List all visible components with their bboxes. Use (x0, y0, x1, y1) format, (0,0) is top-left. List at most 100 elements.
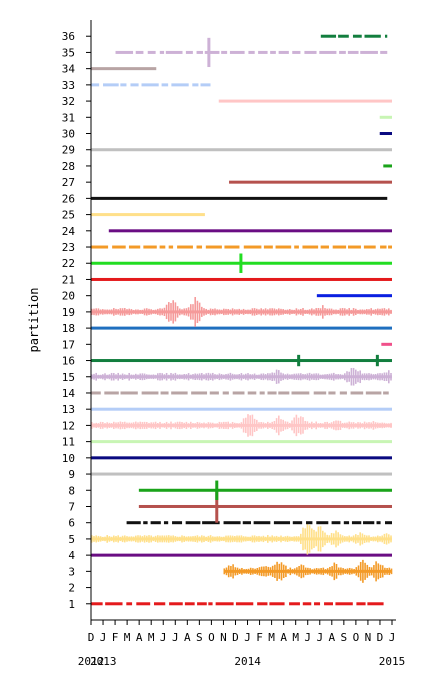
y-tick-layer: 1234567891011121314151617181920212223242… (62, 30, 91, 611)
y-tick-label-25: 25 (62, 209, 75, 222)
y-tick-label-11: 11 (62, 436, 75, 449)
series-partition-9 (91, 472, 392, 476)
series-partition-4 (91, 553, 392, 557)
series-partition-17 (381, 342, 392, 346)
x-tick-label-25: J (389, 631, 396, 644)
series-partition-11 (91, 440, 392, 444)
series-partition-12 (91, 414, 392, 437)
series-partition-13 (91, 407, 392, 411)
x-year-label-2: 2015 (379, 655, 406, 668)
series-partition-3 (223, 559, 393, 583)
x-tick-label-13: J (244, 631, 251, 644)
y-tick-label-30: 30 (62, 128, 75, 141)
series-partition-15 (91, 367, 392, 386)
x-tick-label-5: M (148, 631, 155, 644)
x-tick-label-7: J (172, 631, 179, 644)
y-tick-label-2: 2 (68, 582, 75, 595)
x-tick-label-10: O (208, 631, 215, 644)
y-tick-label-28: 28 (62, 160, 75, 173)
x-year-label-0: 2013 (90, 655, 117, 668)
y-tick-label-27: 27 (62, 176, 75, 189)
y-tick-label-26: 26 (62, 192, 75, 205)
x-year-label-3: 2012 (78, 655, 105, 668)
series-partition-14 (91, 391, 389, 395)
x-tick-label-21: S (341, 631, 348, 644)
x-tick-label-6: J (160, 631, 167, 644)
series-layer (91, 34, 393, 606)
y-tick-label-16: 16 (62, 355, 75, 368)
y-tick-label-22: 22 (62, 257, 75, 270)
series-partition-35 (115, 37, 388, 68)
y-axis-title: partition (27, 287, 41, 352)
series-partition-36 (320, 34, 388, 38)
series-partition-10 (91, 456, 392, 460)
series-partition-23 (91, 245, 392, 249)
y-tick-label-13: 13 (62, 403, 75, 416)
y-tick-label-32: 32 (62, 95, 75, 108)
x-tick-label-20: A (328, 631, 335, 644)
x-tick-label-0: D (88, 631, 95, 644)
series-partition-16 (91, 354, 392, 367)
x-tick-label-19: J (316, 631, 323, 644)
y-tick-label-21: 21 (62, 273, 75, 286)
y-tick-label-1: 1 (68, 598, 75, 611)
x-tick-label-8: A (184, 631, 191, 644)
x-tick-label-23: N (365, 631, 372, 644)
x-tick-label-3: M (124, 631, 131, 644)
y-tick-label-23: 23 (62, 241, 75, 254)
series-partition-31 (379, 115, 392, 119)
series-partition-1 (91, 602, 384, 606)
series-partition-29 (91, 148, 392, 152)
y-tick-label-10: 10 (62, 452, 75, 465)
series-partition-28 (383, 164, 392, 168)
series-partition-33 (91, 83, 211, 87)
x-tick-label-12: D (232, 631, 239, 644)
y-tick-label-9: 9 (68, 468, 75, 481)
y-tick-label-34: 34 (62, 63, 76, 76)
y-tick-label-14: 14 (62, 387, 76, 400)
x-tick-label-17: M (292, 631, 299, 644)
series-partition-26 (91, 196, 388, 200)
y-tick-label-7: 7 (68, 500, 75, 513)
x-tick-label-1: J (100, 631, 107, 644)
y-tick-label-15: 15 (62, 371, 75, 384)
y-tick-label-17: 17 (62, 338, 75, 351)
series-partition-21 (91, 277, 392, 281)
x-tick-label-16: A (280, 631, 287, 644)
series-partition-5 (91, 523, 392, 555)
series-partition-6 (126, 521, 392, 525)
y-tick-label-6: 6 (68, 517, 75, 530)
series-partition-30 (379, 132, 392, 136)
y-tick-label-8: 8 (68, 484, 75, 497)
y-tick-label-3: 3 (68, 565, 75, 578)
x-tick-label-11: N (220, 631, 227, 644)
series-partition-25 (91, 213, 205, 217)
y-tick-label-18: 18 (62, 322, 75, 335)
y-tick-label-36: 36 (62, 30, 75, 43)
y-tick-label-35: 35 (62, 46, 75, 59)
y-tick-label-19: 19 (62, 306, 75, 319)
y-tick-label-31: 31 (62, 111, 75, 124)
y-tick-label-5: 5 (68, 533, 75, 546)
series-partition-32 (218, 99, 392, 103)
x-tick-label-9: S (196, 631, 203, 644)
y-tick-label-20: 20 (62, 290, 75, 303)
series-partition-34 (91, 67, 157, 71)
x-year-label-1: 2014 (234, 655, 261, 668)
series-partition-24 (108, 229, 392, 233)
series-partition-18 (91, 326, 392, 330)
series-partition-8 (138, 480, 392, 500)
series-partition-27 (229, 180, 392, 184)
x-tick-label-15: M (268, 631, 275, 644)
x-tick-label-2: F (112, 631, 119, 644)
series-partition-20 (316, 294, 392, 298)
y-tick-label-24: 24 (62, 225, 76, 238)
y-tick-label-4: 4 (68, 549, 75, 562)
x-tick-label-18: J (304, 631, 311, 644)
x-tick-label-24: D (377, 631, 384, 644)
series-partition-22 (91, 253, 392, 273)
y-tick-label-29: 29 (62, 144, 75, 157)
x-tick-label-22: O (353, 631, 360, 644)
